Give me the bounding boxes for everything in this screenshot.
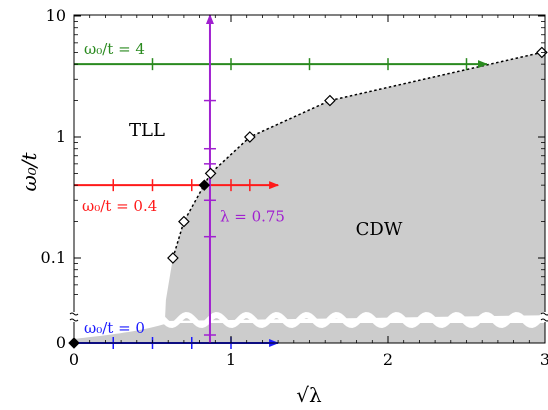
axis-break-wave: [74, 311, 545, 329]
x-tick-label: 0: [69, 350, 79, 369]
y-axis-label: ω₀/t: [17, 151, 41, 191]
axis-break-mark: [69, 312, 79, 316]
y-tick-label: 0.1: [41, 248, 66, 267]
x-axis-label: √λ: [296, 383, 322, 407]
axis-break-gap: [542, 312, 548, 322]
cut-label: ω₀/t = 0: [84, 319, 145, 337]
x-tick-label: 3: [540, 350, 548, 369]
y-tick-label: 1: [56, 127, 66, 146]
axis-break-mark: [69, 318, 79, 322]
x-tick-label: 2: [383, 350, 393, 369]
cut-label: λ = 0.75: [220, 208, 285, 226]
phase-boundary-line: [172, 51, 543, 259]
boundary-point: [324, 94, 336, 107]
cut-3: λ = 0.75: [203, 14, 285, 343]
boundary-point: [243, 131, 256, 143]
y-tick-label: 10: [46, 6, 66, 25]
filled-point: [198, 179, 211, 191]
axis-break-gap: [71, 312, 77, 322]
region-label-tll: TLL: [129, 120, 165, 141]
x-tick-label: 1: [226, 350, 236, 369]
cdw-region: [164, 52, 545, 321]
boundary-point: [167, 252, 179, 264]
boundary-point: [178, 215, 190, 228]
cut-label: ω₀/t = 4: [84, 40, 145, 58]
cut-0: ω₀/t = 4: [74, 40, 488, 71]
cut-label: ω₀/t = 0.4: [82, 197, 157, 215]
y-tick-label: 0: [56, 333, 66, 352]
cut-1: ω₀/t = 0.4: [74, 179, 280, 215]
boundary-point: [204, 167, 217, 180]
region-label-cdw: CDW: [356, 219, 403, 240]
